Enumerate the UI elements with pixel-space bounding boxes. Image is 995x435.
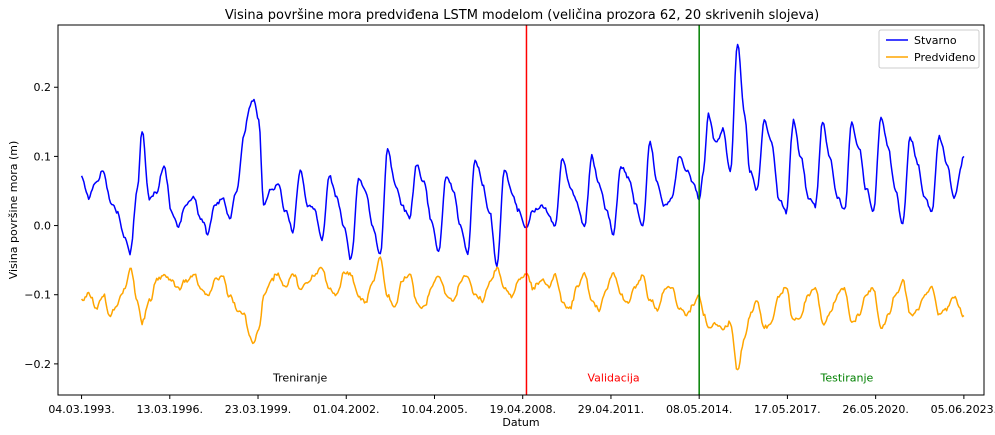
series-line-predvideno xyxy=(80,256,965,371)
x-tick-label: 23.03.1999. xyxy=(225,403,291,416)
x-tick-label: 19.04.2008. xyxy=(489,403,555,416)
plot-area: Treniranje Validacija Testiranje xyxy=(80,25,965,395)
y-axis-label: Visina površine mora (m) xyxy=(7,141,20,280)
annotation-testiranje: Testiranje xyxy=(820,372,874,385)
legend-label-predvideno: Predviđeno xyxy=(914,51,976,64)
annotation-treniranje: Treniranje xyxy=(272,372,327,385)
y-tick-label: 0.1 xyxy=(34,150,52,163)
x-tick-label: 10.04.2005. xyxy=(401,403,467,416)
x-tick-label: 08.05.2014. xyxy=(666,403,732,416)
x-axis-label: Datum xyxy=(502,416,539,429)
y-tick-label: −0.2 xyxy=(24,358,51,371)
series-line-stvarno xyxy=(80,43,965,268)
y-tick-label: 0.2 xyxy=(34,81,52,94)
legend-label-stvarno: Stvarno xyxy=(914,34,957,47)
annotation-validacija: Validacija xyxy=(588,372,640,385)
x-tick-label: 13.03.1996. xyxy=(137,403,203,416)
x-tick-label: 04.03.1993. xyxy=(48,403,114,416)
x-tick-label: 26.05.2020. xyxy=(842,403,908,416)
x-tick-label: 17.05.2017. xyxy=(754,403,820,416)
x-tick-label: 29.04.2011. xyxy=(578,403,644,416)
x-tick-label: 01.04.2002. xyxy=(313,403,379,416)
x-tick-label: 05.06.2023. xyxy=(931,403,995,416)
legend: Stvarno Predviđeno xyxy=(878,29,980,69)
plot-frame xyxy=(57,24,985,396)
y-tick-label: 0.0 xyxy=(34,220,52,233)
chart-title: Visina površine mora predviđena LSTM mod… xyxy=(225,8,819,23)
y-tick-label: −0.1 xyxy=(24,289,51,302)
